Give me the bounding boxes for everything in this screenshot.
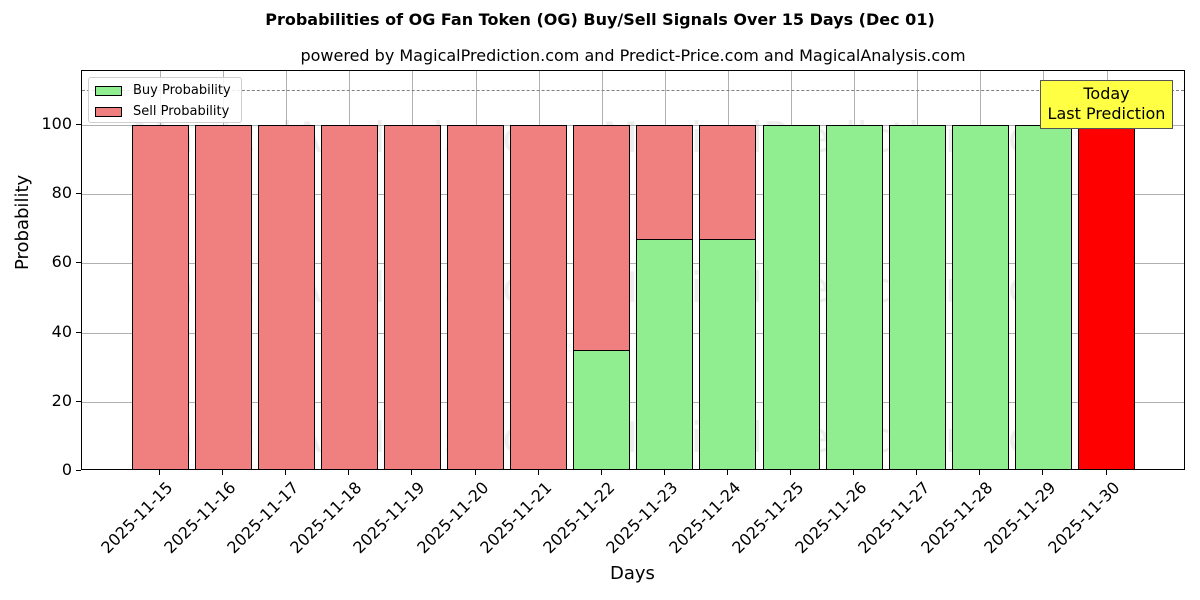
y-tick-mark [76,400,81,402]
legend-sell-label: Sell Probability [133,104,230,119]
bar-sell [194,125,252,469]
chart-subtitle: powered by MagicalPrediction.com and Pre… [300,46,966,65]
grid-line-h [82,332,1184,334]
x-tick-mark [537,470,539,475]
bar-buy [888,125,946,469]
y-tick-mark [76,262,81,264]
annotation-line1: Today [1083,84,1130,103]
x-tick-mark [600,470,602,475]
bar-sell [383,125,441,469]
x-tick-mark [348,470,350,475]
bar-sell [699,125,757,241]
plot-area: MagicalAnalysis.comMagicalPrediction.com… [81,70,1185,470]
chart-title: Probabilities of OG Fan Token (OG) Buy/S… [265,10,935,29]
x-tick-mark [159,470,160,475]
legend-buy-label: Buy Probability [133,83,231,98]
bar-buy [699,239,757,469]
bar-sell [636,125,694,241]
x-tick-mark [726,470,728,475]
annotation-line2: Last Prediction [1047,104,1166,123]
grid-line-h [82,194,1184,196]
y-tick-mark [76,124,81,125]
x-tick-mark [979,470,981,475]
x-tick-mark [663,470,665,475]
bar-sell [131,125,189,469]
legend-item-sell: Sell Probability [95,104,229,119]
legend-item-buy: Buy Probability [95,83,231,98]
grid-line-h [82,263,1184,265]
y-tick-mark [76,193,81,195]
y-tick-mark [76,470,81,471]
x-tick-mark [853,470,855,475]
y-axis-label: Probability [12,174,33,270]
y-tick-label: 60 [51,252,72,272]
bar-buy [825,125,883,469]
today-annotation: Today Last Prediction [1040,80,1173,129]
bar-buy [636,239,694,469]
bar-today [1078,125,1135,469]
y-tick-label: 0 [61,460,72,479]
y-tick-mark [76,331,81,333]
y-tick-label: 20 [51,390,72,410]
reference-line [82,90,1184,92]
bar-buy [573,349,631,469]
x-tick-mark [916,470,918,475]
y-tick-label: 40 [51,321,72,341]
buy-swatch-icon [95,85,122,96]
x-tick-mark [1042,470,1044,475]
bar-sell [573,125,631,351]
bar-buy [1014,125,1072,469]
bar-sell [510,125,568,469]
grid-line-h [82,401,1184,403]
y-tick-label: 100 [41,114,72,133]
bar-sell [320,125,378,469]
x-tick-mark [411,470,413,475]
legend: Buy Probability Sell Probability [88,77,242,123]
bar-sell [447,125,504,469]
x-tick-mark [222,470,224,475]
bar-sell [257,125,315,469]
grid-line-h [82,125,1184,126]
bar-buy [951,125,1009,469]
x-tick-mark [1105,470,1107,475]
sell-swatch-icon [95,106,122,117]
x-tick-mark [790,470,791,475]
y-tick-label: 80 [51,183,72,203]
bar-buy [762,125,820,469]
x-tick-mark [474,470,476,475]
x-axis-label: Days [610,563,655,584]
x-tick-mark [285,470,287,475]
